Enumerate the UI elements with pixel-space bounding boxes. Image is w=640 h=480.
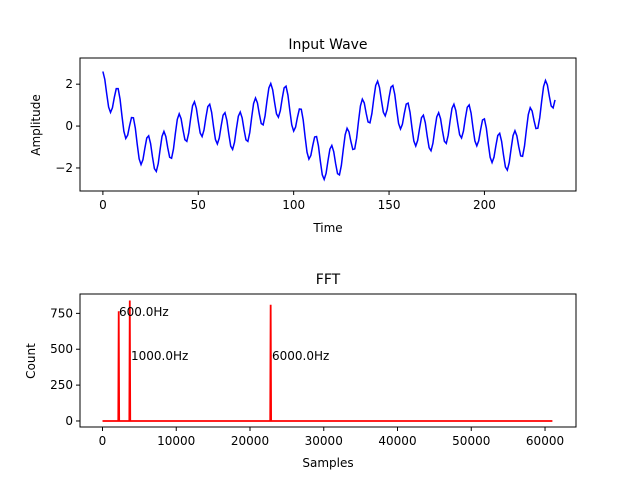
fft-ticks: 0 10000 20000 30000 40000 50000 60000 0 250 500 75…	[50, 306, 564, 448]
input-wave-ytick-label: 2	[65, 77, 73, 91]
input-wave-xtick-label: 200	[473, 198, 496, 212]
fft-axes: FFT Samples Count 0 10000 20000 30000 40000 5…	[24, 272, 577, 470]
fft-xtick-label: 30000	[305, 434, 343, 448]
fft-xtick-label: 20000	[231, 434, 269, 448]
fft-xlabel: Samples	[302, 456, 353, 470]
fft-xtick-label: 60000	[526, 434, 564, 448]
fft-annotation-6000hz: 6000.0Hz	[272, 349, 329, 363]
input-wave-ylabel: Amplitude	[29, 94, 43, 156]
input-wave-plot-area	[102, 71, 556, 182]
input-wave-series-line	[102, 71, 556, 182]
fft-xtick-label: 40000	[378, 434, 416, 448]
fft-ytick-label: 750	[50, 306, 73, 320]
input-wave-xtick-label: 100	[282, 198, 305, 212]
fft-ytick-label: 0	[65, 414, 73, 428]
fft-series-line	[102, 300, 553, 422]
input-wave-xlabel: Time	[312, 221, 342, 235]
input-wave-axes: Input Wave Time Amplitude 0 50 100 150 200 −2…	[29, 37, 577, 235]
fft-annotation-1000hz: 1000.0Hz	[131, 349, 188, 363]
input-wave-ytick-label: −2	[55, 161, 73, 175]
input-wave-xtick-label: 50	[191, 198, 206, 212]
fft-xtick-label: 0	[99, 434, 107, 448]
fft-plot-area	[102, 300, 553, 422]
input-wave-xtick-label: 150	[378, 198, 401, 212]
input-wave-ytick-label: 0	[65, 119, 73, 133]
fft-annotation-600hz: 600.0Hz	[119, 305, 169, 319]
input-wave-title: Input Wave	[288, 37, 367, 53]
input-wave-xtick-label: 0	[99, 198, 107, 212]
fft-ytick-label: 500	[50, 342, 73, 356]
input-wave-ticks: 0 50 100 150 200 −2 0 2	[55, 77, 496, 212]
input-wave-frame	[79, 57, 577, 192]
fft-xtick-label: 10000	[157, 434, 195, 448]
fft-ytick-label: 250	[50, 378, 73, 392]
fft-title: FFT	[316, 272, 341, 288]
fft-xtick-label: 50000	[452, 434, 490, 448]
fft-frame	[79, 293, 577, 428]
fft-ylabel: Count	[24, 343, 38, 379]
